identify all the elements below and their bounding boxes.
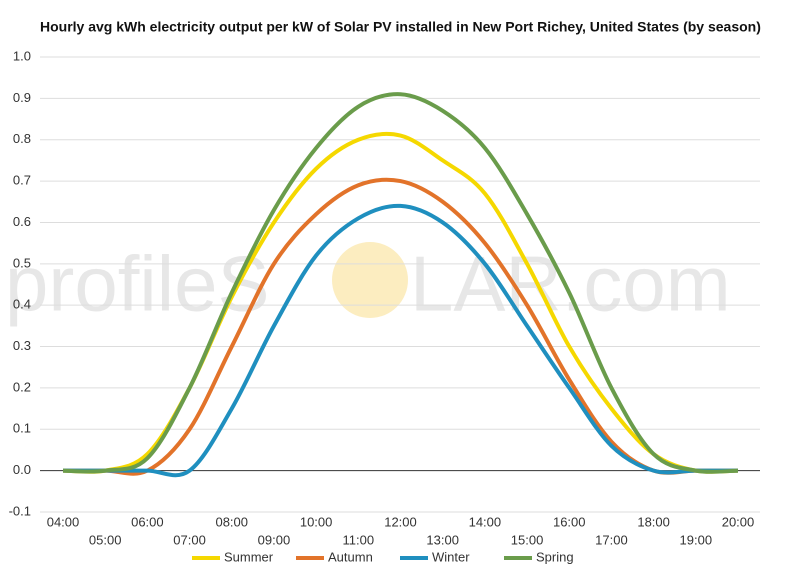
x-tick-label: 10:00: [300, 514, 333, 529]
x-tick-label: 09:00: [258, 532, 291, 547]
y-tick-label: 0.5: [13, 255, 31, 270]
legend-label: Summer: [224, 549, 274, 564]
x-tick-label: 07:00: [173, 532, 206, 547]
y-tick-label: 1.0: [13, 48, 31, 63]
x-tick-label: 18:00: [637, 514, 670, 529]
x-tick-label: 04:00: [47, 514, 80, 529]
x-tick-label: 17:00: [595, 532, 628, 547]
y-tick-label: 0.7: [13, 173, 31, 188]
x-tick-label: 14:00: [469, 514, 502, 529]
y-tick-label: -0.1: [9, 503, 31, 518]
y-tick-label: 0.8: [13, 131, 31, 146]
watermark: LAR.com: [410, 240, 731, 328]
x-tick-label: 06:00: [131, 514, 164, 529]
series-line: [62, 92, 739, 474]
series-line: [62, 203, 738, 478]
legend-label: Winter: [432, 549, 470, 564]
y-tick-label: 0.2: [13, 379, 31, 394]
x-tick-label: 05:00: [89, 532, 122, 547]
y-tick-label: 0.6: [13, 214, 31, 229]
watermark-sun: [332, 242, 408, 318]
series-line: [62, 177, 738, 476]
x-tick-label: 08:00: [215, 514, 248, 529]
x-tick-label: 11:00: [343, 532, 375, 547]
y-tick-label: 0.4: [13, 297, 31, 312]
legend-label: Spring: [536, 549, 574, 564]
legend-label: Autumn: [328, 549, 373, 564]
y-tick-label: 0.9: [13, 90, 31, 105]
y-tick-label: 0.3: [13, 338, 31, 353]
x-tick-label: 13:00: [426, 532, 459, 547]
x-tick-label: 19:00: [680, 532, 713, 547]
chart-title: Hourly avg kWh electricity output per kW…: [40, 19, 761, 35]
y-tick-label: 0.1: [13, 421, 31, 436]
y-tick-label: 0.0: [13, 462, 31, 477]
x-tick-label: 20:00: [722, 514, 755, 529]
x-tick-label: 15:00: [511, 532, 544, 547]
x-tick-label: 16:00: [553, 514, 586, 529]
watermark: profileS: [5, 240, 269, 328]
x-tick-label: 12:00: [384, 514, 417, 529]
